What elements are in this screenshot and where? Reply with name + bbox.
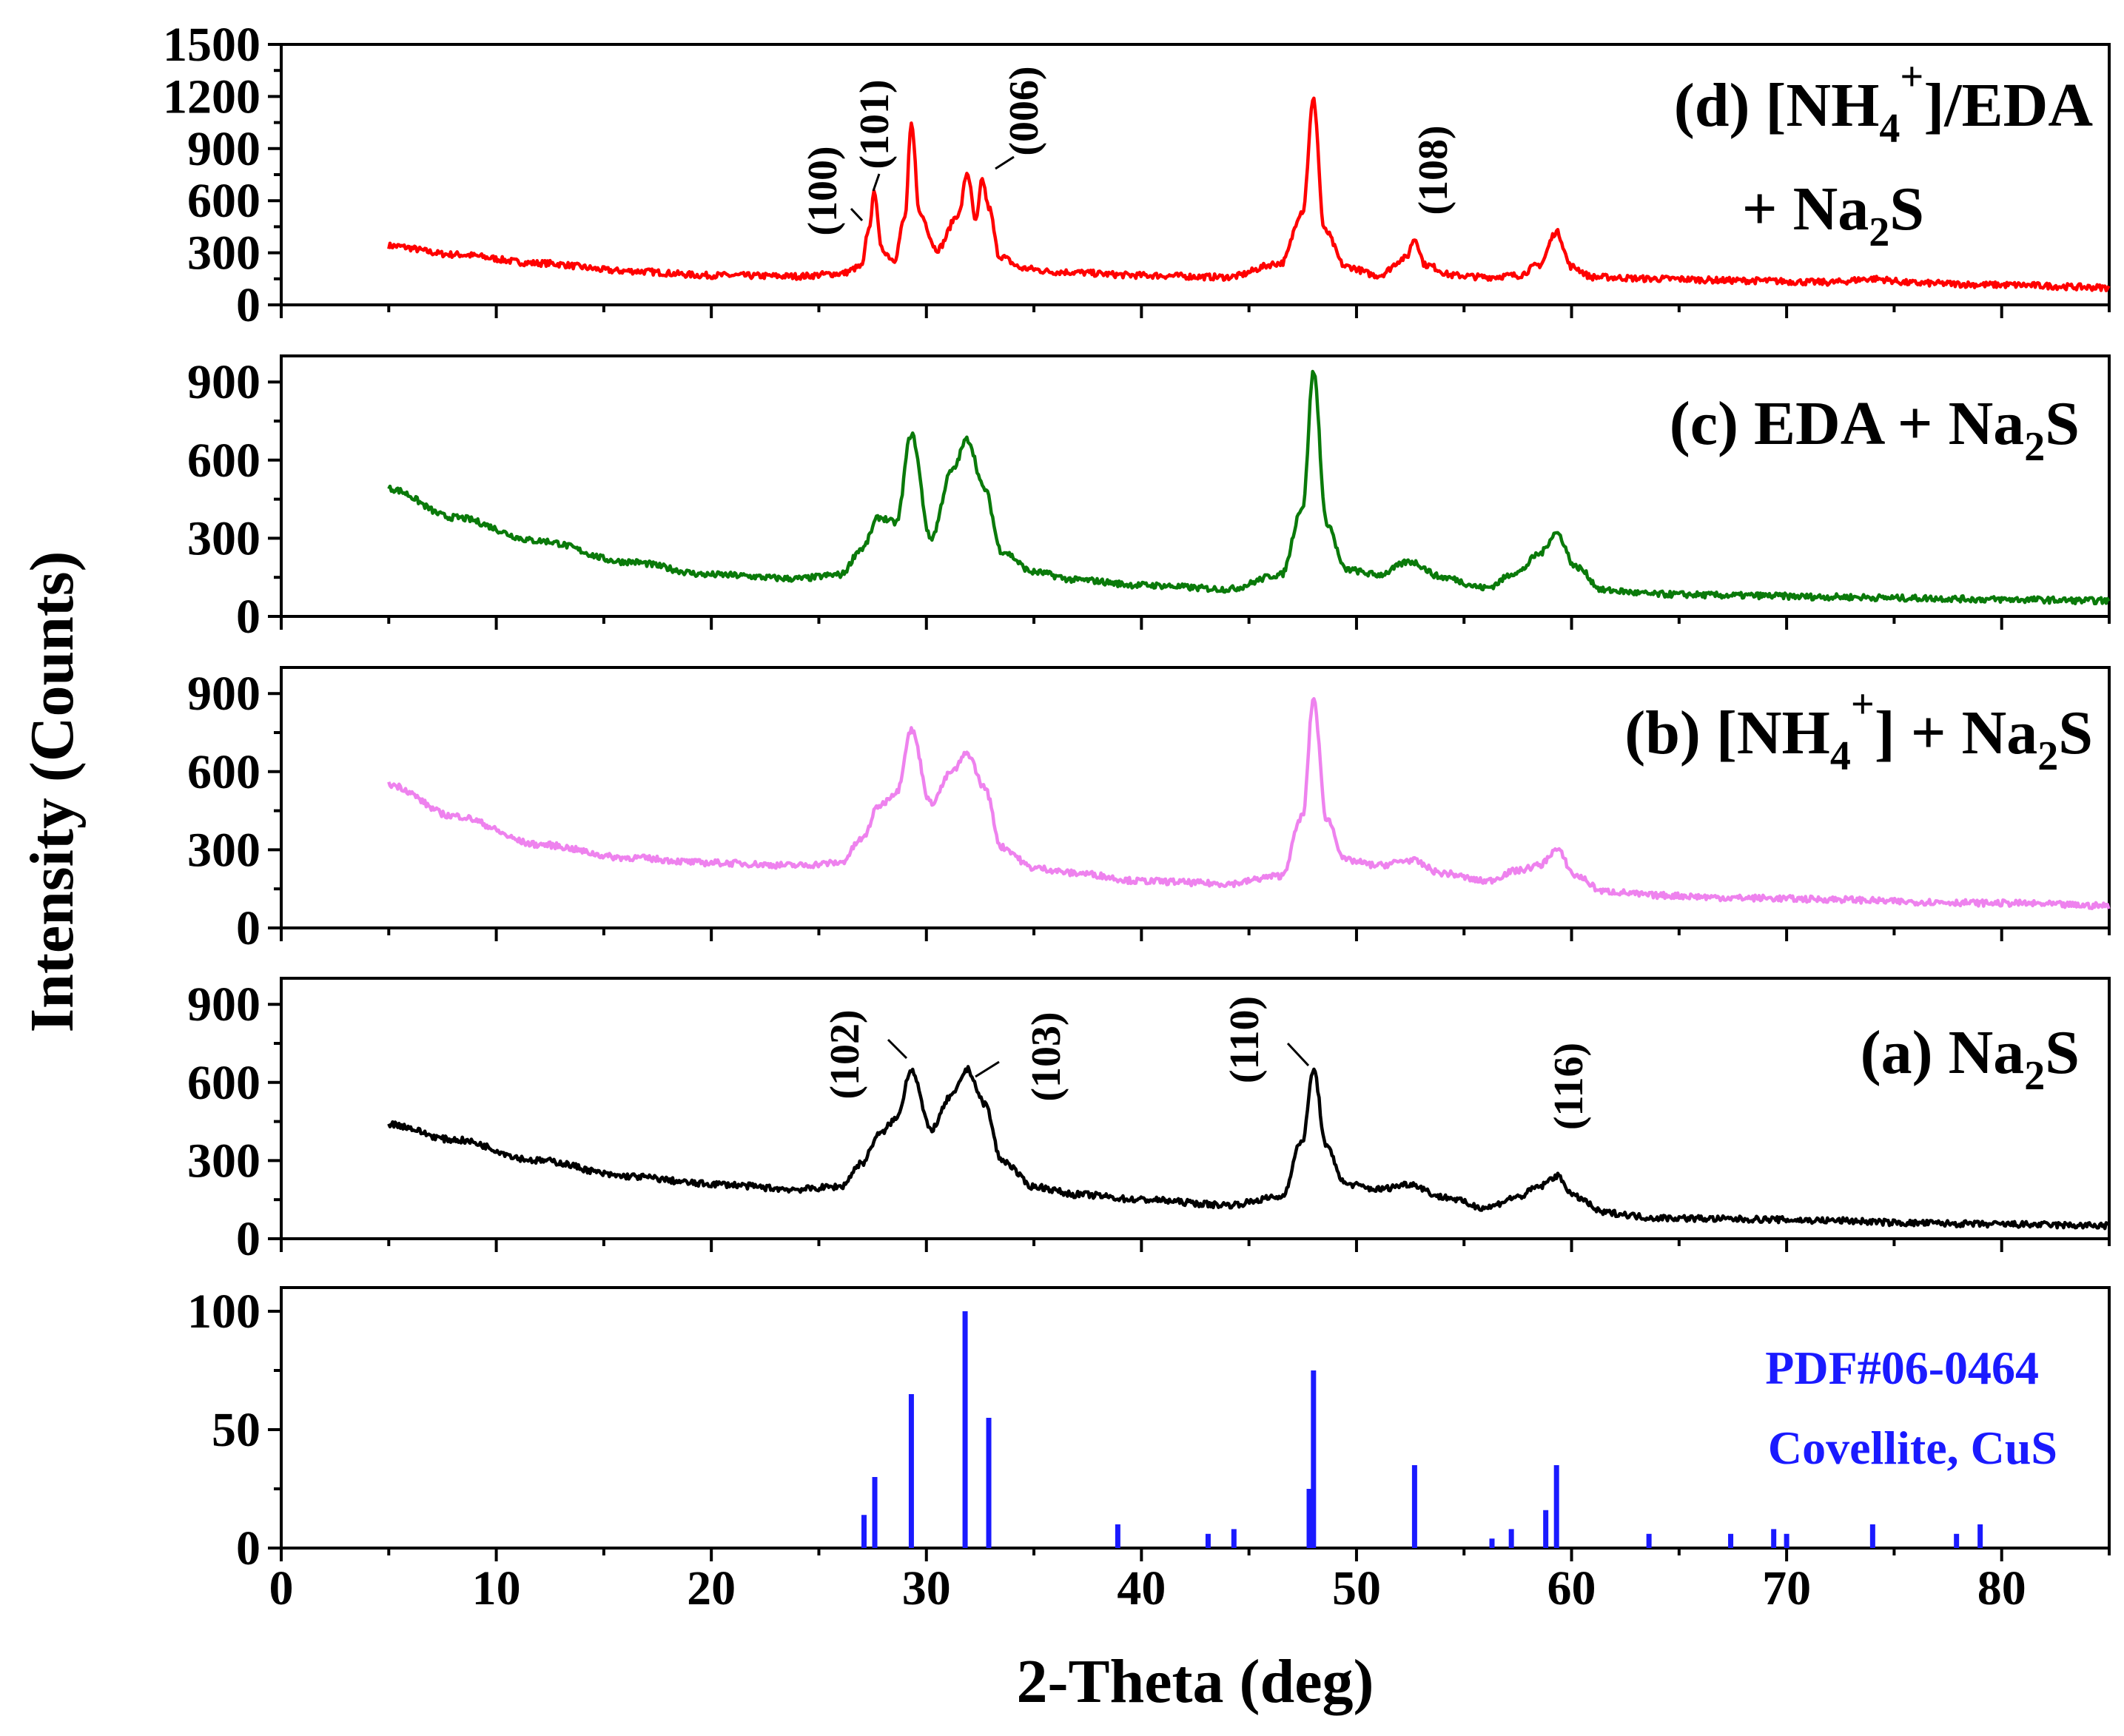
ytick-ref-0: 0 bbox=[236, 1521, 261, 1575]
ytick-b-1: 300 bbox=[187, 823, 261, 877]
panel-a-label: (a) Na2S bbox=[1861, 1018, 2080, 1099]
xtick-label: 60 bbox=[1547, 1561, 1596, 1615]
ytick-c-0: 0 bbox=[236, 590, 261, 644]
panel-c-label: (c) EDA + Na2S bbox=[1670, 389, 2080, 470]
ytick-c-2: 600 bbox=[187, 434, 261, 488]
series-line-c bbox=[387, 369, 2111, 606]
xtick-label: 30 bbox=[902, 1561, 951, 1615]
panel-a-frame bbox=[280, 977, 2111, 1240]
arrow-102 bbox=[887, 1038, 908, 1060]
ytick-b-2: 600 bbox=[187, 745, 261, 799]
panel-d-label-line2: + Na2S bbox=[1742, 175, 1924, 255]
peak-label-116: (116) bbox=[1546, 1043, 1592, 1130]
arrow-101 bbox=[872, 173, 881, 192]
xtick-label: 80 bbox=[1977, 1561, 2026, 1615]
peak-label-006: (006) bbox=[1001, 66, 1047, 155]
arrow-006 bbox=[995, 155, 1015, 170]
data-series bbox=[387, 96, 2111, 1548]
arrow-103 bbox=[975, 1060, 1000, 1078]
panel-b-label: (b) [NH4+] + Na2S bbox=[1624, 682, 2093, 779]
peak-label-101: (101) bbox=[852, 79, 898, 169]
ytick-d-2: 600 bbox=[187, 174, 261, 228]
reference-phase-label: Covellite, CuS bbox=[1768, 1422, 2057, 1474]
peak-label-103: (103) bbox=[1024, 1012, 1069, 1101]
ytick-b-0: 0 bbox=[236, 901, 261, 955]
ytick-d-4: 1200 bbox=[163, 70, 261, 124]
ytick-d-1: 300 bbox=[187, 226, 261, 280]
xtick-label: 70 bbox=[1762, 1561, 1811, 1615]
peak-label-108: (108) bbox=[1411, 125, 1456, 215]
xtick-label: 10 bbox=[472, 1561, 521, 1615]
series-line-b bbox=[387, 697, 2111, 911]
xtick-label: 50 bbox=[1332, 1561, 1381, 1615]
xtick-label: 20 bbox=[687, 1561, 736, 1615]
peak-label-102: (102) bbox=[822, 1009, 868, 1099]
ytick-a-0: 0 bbox=[236, 1212, 261, 1266]
tick-marks bbox=[268, 43, 2111, 1561]
ytick-a-2: 600 bbox=[187, 1056, 261, 1110]
ytick-c-1: 300 bbox=[187, 511, 261, 565]
ytick-b-3: 900 bbox=[187, 667, 261, 721]
panel-c-frame bbox=[280, 354, 2111, 618]
ytick-a-3: 900 bbox=[187, 978, 261, 1032]
xtick-label: 40 bbox=[1117, 1561, 1166, 1615]
xtick-label: 0 bbox=[269, 1561, 294, 1615]
panel-ref-frame bbox=[280, 1286, 2111, 1550]
ytick-d-0: 0 bbox=[236, 278, 261, 332]
ytick-a-1: 300 bbox=[187, 1134, 261, 1188]
ytick-c-3: 900 bbox=[187, 355, 261, 409]
annotation-arrows bbox=[850, 155, 1310, 1078]
arrow-100 bbox=[850, 207, 864, 222]
series-line-d bbox=[387, 96, 2111, 292]
series-line-a bbox=[387, 1065, 2110, 1231]
x-axis-title: 2-Theta (deg) bbox=[1017, 1647, 1374, 1716]
peak-label-110: (110) bbox=[1222, 996, 1268, 1083]
ytick-d-3: 900 bbox=[187, 122, 261, 176]
reference-pdf-label: PDF#06-0464 bbox=[1765, 1342, 2039, 1394]
ytick-d-5: 1500 bbox=[163, 18, 261, 72]
y-axis-title: Intensity (Counts) bbox=[18, 551, 87, 1032]
ytick-ref-2: 100 bbox=[187, 1285, 261, 1339]
panel-b-frame bbox=[280, 666, 2111, 929]
arrow-110 bbox=[1286, 1042, 1310, 1067]
ytick-ref-1: 50 bbox=[212, 1403, 261, 1457]
panel-d-label: (d) [NH4+]/EDA bbox=[1674, 54, 2094, 152]
peak-label-100: (100) bbox=[800, 146, 846, 235]
